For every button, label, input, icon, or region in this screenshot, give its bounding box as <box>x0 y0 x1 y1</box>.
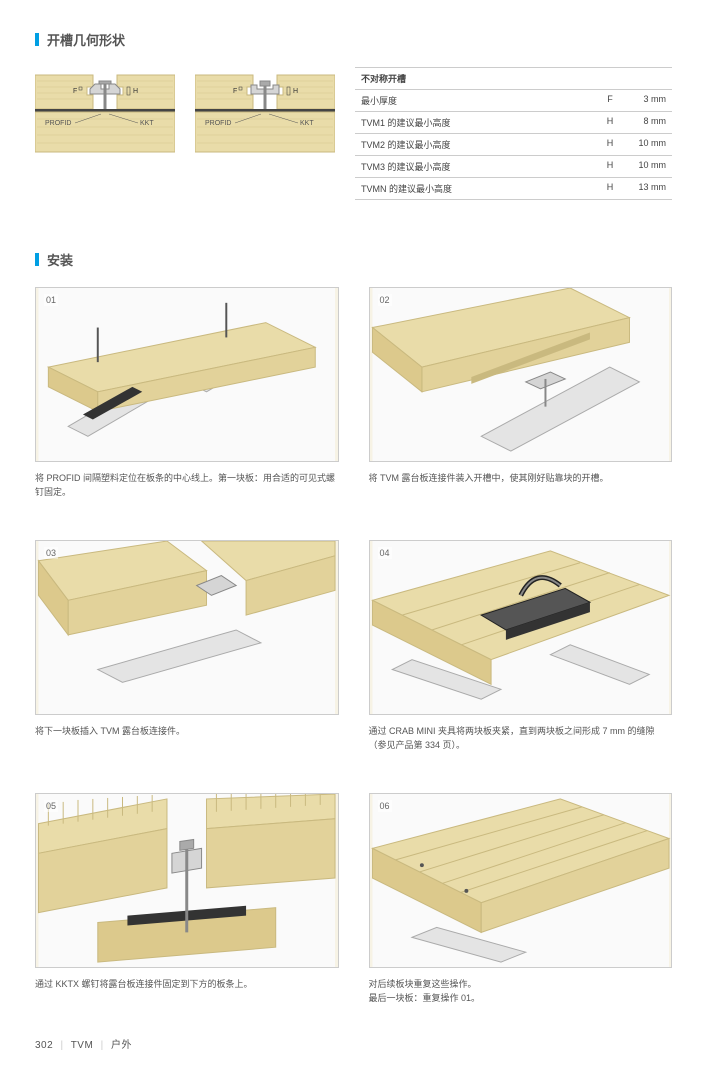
spec-table-header: 不对称开槽 <box>355 67 672 90</box>
spec-label: TVM1 的建议最小高度 <box>361 116 598 129</box>
step-image-02: 02 <box>369 287 673 462</box>
install-step: 02 将 TVM 露台板连接件装入开槽中，使其刚好贴靠块的开槽。 <box>369 287 673 500</box>
geometry-row: F H PROFID KKT <box>35 67 672 200</box>
table-row: TVMN 的建议最小高度 H 13 mm <box>355 178 672 200</box>
svg-text:H: H <box>293 88 298 95</box>
svg-text:PROFID: PROFID <box>205 120 231 127</box>
step-number: 02 <box>378 294 392 306</box>
install-step: 06 对后续板块重复这些操作。 最后一块板：重复操 <box>369 793 673 1006</box>
spec-sym: H <box>598 182 622 195</box>
step-caption: 将下一块板插入 TVM 露台板连接件。 <box>35 725 339 753</box>
table-row: TVM1 的建议最小高度 H 8 mm <box>355 112 672 134</box>
section-title-geometry: 开槽几何形状 <box>35 30 672 49</box>
install-step: 01 将 PROFID 间隔塑料定位在板条的中心线上。第一块板：用合适的可见式螺… <box>35 287 339 500</box>
install-step: 04 通过 CRA <box>369 540 673 753</box>
spec-val: 10 mm <box>622 138 666 151</box>
step-caption: 将 PROFID 间隔塑料定位在板条的中心线上。第一块板：用合适的可见式螺钉固定… <box>35 472 339 500</box>
section-title-install: 安装 <box>35 250 672 269</box>
svg-text:F: F <box>73 88 77 95</box>
spec-sym: H <box>598 116 622 129</box>
step-image-06: 06 <box>369 793 673 968</box>
footer-sep: | <box>101 1040 104 1051</box>
step-image-05: 05 <box>35 793 339 968</box>
spec-sym: F <box>598 94 622 107</box>
table-row: 最小厚度 F 3 mm <box>355 90 672 112</box>
install-steps-grid: 01 将 PROFID 间隔塑料定位在板条的中心线上。第一块板：用合适的可见式螺… <box>35 287 672 1006</box>
label-kkt: KKT <box>140 120 154 127</box>
step-number: 04 <box>378 547 392 559</box>
step-image-04: 04 <box>369 540 673 715</box>
groove-diagram-1: F H PROFID KKT <box>35 67 175 162</box>
step-number: 01 <box>44 294 58 306</box>
section-title-text: 安装 <box>47 250 73 269</box>
table-row: TVM2 的建议最小高度 H 10 mm <box>355 134 672 156</box>
groove-diagram-2: F H PROFID KKT <box>195 67 335 162</box>
step-caption: 通过 CRAB MINI 夹具将两块板夹紧，直到两块板之间形成 7 mm 的缝隙… <box>369 725 673 753</box>
install-step: 03 将下一块板插入 TVM 露台板连接件。 <box>35 540 339 753</box>
step-number: 06 <box>378 800 392 812</box>
spec-label: TVM3 的建议最小高度 <box>361 160 598 173</box>
spec-label: 最小厚度 <box>361 94 598 107</box>
spec-table: 不对称开槽 最小厚度 F 3 mm TVM1 的建议最小高度 H 8 mm TV… <box>355 67 672 200</box>
footer-sep: | <box>60 1040 63 1051</box>
svg-text:KKT: KKT <box>300 120 314 127</box>
spec-val: 3 mm <box>622 94 666 107</box>
footer-product: TVM <box>71 1040 94 1051</box>
spec-val: 8 mm <box>622 116 666 129</box>
spec-val: 13 mm <box>622 182 666 195</box>
spec-label: TVM2 的建议最小高度 <box>361 138 598 151</box>
step-number: 05 <box>44 800 58 812</box>
section-title-text: 开槽几何形状 <box>47 30 125 49</box>
step-caption: 将 TVM 露台板连接件装入开槽中，使其刚好贴靠块的开槽。 <box>369 472 673 500</box>
footer-category: 户外 <box>111 1040 132 1051</box>
step-caption: 对后续板块重复这些操作。 最后一块板：重复操作 01。 <box>369 978 673 1006</box>
svg-text:H: H <box>133 88 138 95</box>
step-image-03: 03 <box>35 540 339 715</box>
spec-label: TVMN 的建议最小高度 <box>361 182 598 195</box>
page-footer: 302 | TVM | 户外 <box>35 1036 672 1051</box>
step-number: 03 <box>44 547 58 559</box>
label-profid: PROFID <box>45 120 71 127</box>
spec-sym: H <box>598 138 622 151</box>
table-row: TVM3 的建议最小高度 H 10 mm <box>355 156 672 178</box>
step-caption: 通过 KKTX 螺钉将露台板连接件固定到下方的板条上。 <box>35 978 339 1006</box>
spec-val: 10 mm <box>622 160 666 173</box>
spec-sym: H <box>598 160 622 173</box>
step-image-01: 01 <box>35 287 339 462</box>
footer-page: 302 <box>35 1040 53 1051</box>
install-step: 05 <box>35 793 339 1006</box>
svg-text:F: F <box>233 88 237 95</box>
